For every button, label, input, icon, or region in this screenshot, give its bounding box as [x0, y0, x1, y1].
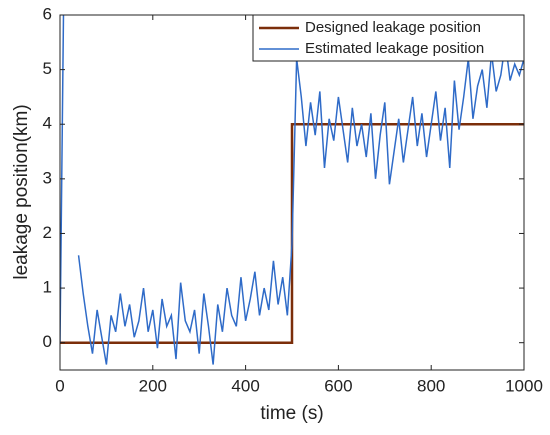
legend-box	[252, 14, 525, 62]
x-tick-label: 1000	[505, 376, 543, 395]
x-tick-label: 800	[417, 376, 445, 395]
y-tick-label: 3	[43, 168, 52, 187]
x-axis-label: time (s)	[260, 403, 323, 424]
y-tick-label: 6	[43, 4, 52, 23]
y-tick-label: 5	[43, 59, 52, 78]
legend-label: Estimated leakage position	[305, 40, 484, 57]
y-tick-label: 4	[43, 114, 52, 133]
y-axis-label: leakage position(km)	[11, 104, 32, 279]
x-tick-label: 400	[231, 376, 259, 395]
y-tick-label: 0	[43, 332, 52, 351]
y-tick-label: 1	[43, 278, 52, 297]
legend-label: Designed leakage position	[305, 19, 481, 36]
x-tick-label: 0	[55, 376, 64, 395]
x-tick-label: 600	[324, 376, 352, 395]
y-tick-label: 2	[43, 223, 52, 242]
x-tick-label: 200	[139, 376, 167, 395]
